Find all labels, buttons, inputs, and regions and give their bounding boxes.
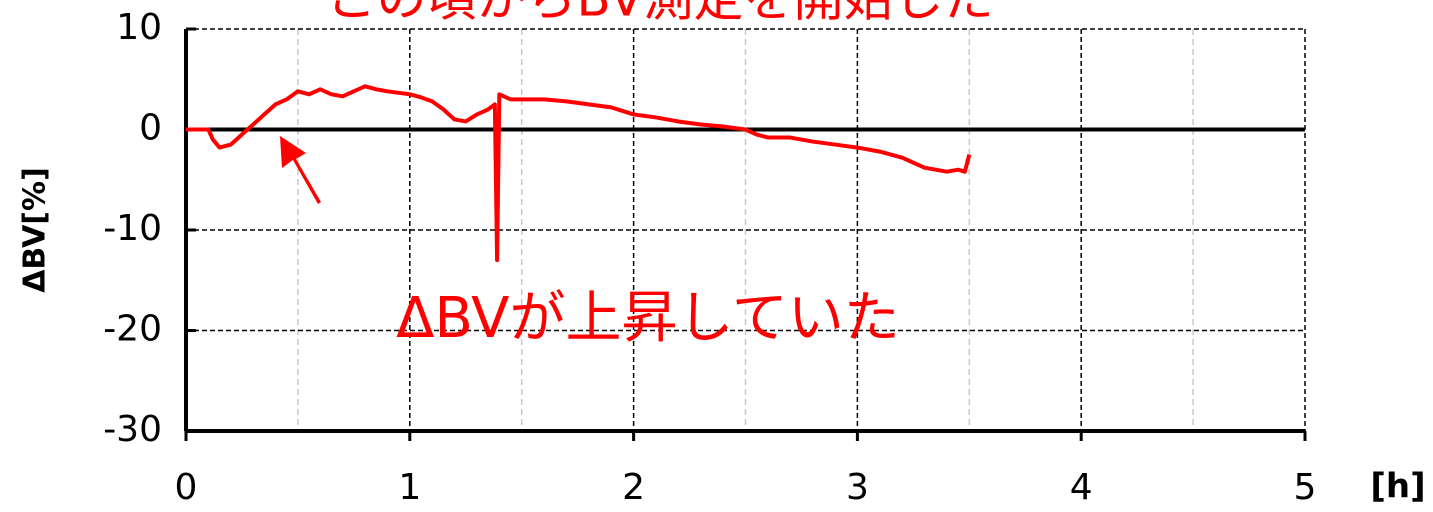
x-tick-label: 4 bbox=[1070, 467, 1093, 508]
y-axis-label: ΔBV[%] bbox=[18, 167, 53, 293]
x-tick-label: 0 bbox=[175, 467, 198, 508]
annotation: ΔBVが上昇していた bbox=[396, 286, 900, 351]
y-tick-label: -20 bbox=[103, 309, 162, 350]
y-tick-label: -10 bbox=[103, 208, 162, 249]
y-tick-label: -30 bbox=[103, 409, 162, 450]
x-tick-label: 1 bbox=[398, 467, 421, 508]
arrow bbox=[280, 136, 321, 204]
y-tick-label: 0 bbox=[139, 108, 162, 149]
x-tick-label: 2 bbox=[622, 467, 645, 508]
data-line bbox=[186, 84, 972, 263]
annotation: この頃からBV測定を開始した bbox=[327, 0, 994, 28]
x-tick-label: 5 bbox=[1294, 467, 1317, 508]
x-tick-label: 3 bbox=[846, 467, 869, 508]
y-tick-label: 10 bbox=[116, 7, 162, 48]
x-axis-label: [h] bbox=[1370, 467, 1425, 507]
